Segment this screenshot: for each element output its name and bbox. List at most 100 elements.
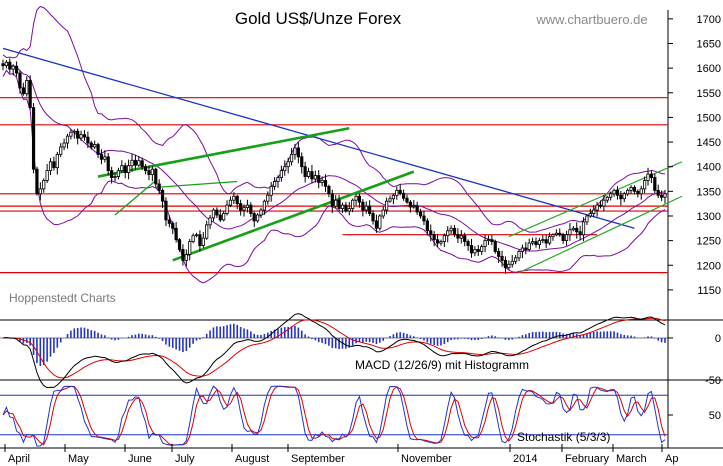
candle-body [184,254,188,261]
candle-body [605,196,609,201]
watermark: www.chartbuero.de [535,12,647,27]
candle-body [1,63,5,67]
candle-body [442,235,446,243]
candle-body [320,180,324,183]
candle-body [446,230,450,237]
candle-body [514,257,518,262]
x-tick-label: March [616,453,647,465]
candle-body [239,203,243,211]
stochastic-k-line [2,385,666,447]
price-tick-label: 1600 [697,63,721,75]
candle-body [385,200,389,211]
candle-body [480,246,484,252]
candle-body [86,136,90,144]
candle-body [585,215,589,223]
candle-body [62,142,66,148]
candle-body [452,227,457,236]
candle-body [286,161,290,168]
candle-body [160,189,165,202]
candle-body [551,234,555,238]
candle-body [571,227,575,231]
candle-body [330,193,334,207]
candle-body [232,195,236,201]
candle-body [177,239,182,250]
candle-body [48,161,53,172]
candle-body [412,205,416,208]
x-tick-label: August [235,453,269,465]
candle-body [327,186,331,195]
price-tick-label: 1350 [697,186,721,198]
candle-body [242,207,246,211]
price-tick-label: 1300 [697,211,721,223]
candle-body [629,186,633,191]
candle-body [463,235,467,243]
price-tick-label: 1500 [697,112,721,124]
candle-body [632,186,637,192]
candle-body [500,255,504,261]
candle-body [503,259,508,269]
candle-body [626,189,630,195]
candle-body [140,160,144,168]
candle-body [558,232,562,236]
candle-body [262,200,267,211]
candle-body [510,260,514,265]
candle-body [612,189,616,195]
candle-body [69,131,73,137]
candle-body [432,234,436,241]
candle-body [564,234,569,242]
candle-body [524,247,528,250]
candle-body [398,189,402,194]
candle-body [561,234,565,242]
candle-body [381,209,385,217]
candle-body [18,72,22,89]
candle-body [133,159,137,166]
downtrend-line [2,47,635,229]
candle-body [517,251,521,259]
upchannel-lower [172,170,415,262]
candle-body [300,156,304,168]
candle-body [378,215,382,229]
candle-body [310,171,314,180]
candle-body [439,241,443,244]
candle-body [371,213,375,222]
candle-body [609,193,613,198]
x-tick-label: Ap [665,453,678,465]
bollinger-lower [2,69,666,284]
candle-body [157,183,161,191]
source-label: Hoppenstedt Charts [9,291,116,305]
candle-body [334,199,338,207]
candle-body [147,170,151,175]
candle-body [201,237,205,246]
candle-body [490,239,494,243]
candle-body [279,170,283,178]
candle-body [639,188,643,195]
x-tick-label: July [175,453,195,465]
candle-body [323,180,328,187]
candle-body [123,165,127,174]
x-tick-label: April [8,453,30,465]
candle-body [649,173,654,178]
candle-body [171,222,175,229]
candle-body [497,251,501,257]
candle-body [415,205,419,213]
candle-body [435,239,440,244]
candle-body [21,87,25,95]
candle-body [303,166,307,177]
candle-body [205,224,209,239]
candle-body [11,65,15,70]
price-tick-label: 1250 [697,236,721,248]
macd-signal-line [2,317,666,379]
candle-body [595,204,599,211]
candle-body [653,177,657,191]
candle-body [82,134,87,138]
candle-body [266,194,270,202]
candle-body [615,189,620,196]
candle-body [191,235,195,243]
candle-body [79,134,83,139]
candle-body [643,180,647,190]
candle-body [211,209,216,219]
price-candles [1,58,667,274]
candle-body [473,249,477,254]
candle-body [429,230,433,236]
candle-body [395,189,399,196]
